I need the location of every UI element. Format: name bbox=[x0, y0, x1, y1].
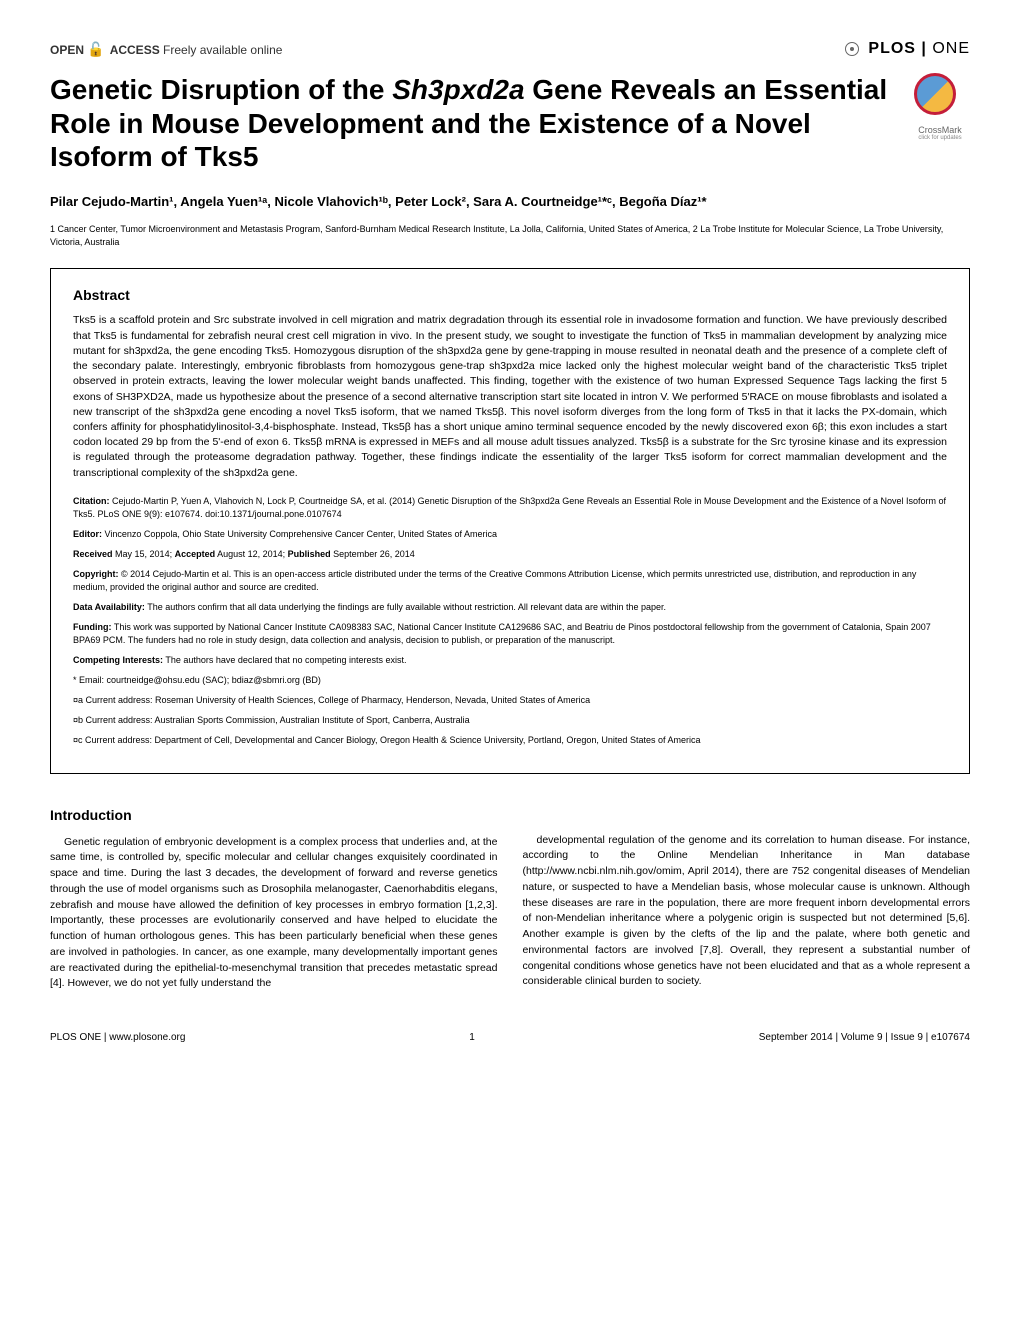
dates-line: Received May 15, 2014; Accepted August 1… bbox=[73, 548, 947, 561]
right-column: developmental regulation of the genome a… bbox=[523, 799, 971, 993]
email-line: * Email: courtneidge@ohsu.edu (SAC); bdi… bbox=[73, 674, 947, 687]
authors-list: Pilar Cejudo-Martin¹, Angela Yuen¹ᵃ, Nic… bbox=[50, 192, 970, 212]
copyright-line: Copyright: © 2014 Cejudo-Martin et al. T… bbox=[73, 568, 947, 594]
divider: | bbox=[921, 40, 932, 57]
abstract-box: Abstract Tks5 is a scaffold protein and … bbox=[50, 268, 970, 773]
competing-label: Competing Interests: bbox=[73, 655, 163, 665]
funding-text: This work was supported by National Canc… bbox=[73, 622, 931, 645]
footer-right: September 2014 | Volume 9 | Issue 9 | e1… bbox=[759, 1032, 970, 1043]
intro-col1: Genetic regulation of embryonic developm… bbox=[50, 835, 498, 993]
abstract-text: Tks5 is a scaffold protein and Src subst… bbox=[73, 313, 947, 480]
open-text: OPEN bbox=[50, 43, 84, 57]
article-title: Genetic Disruption of the Sh3pxd2a Gene … bbox=[50, 73, 970, 174]
accepted-label: Accepted bbox=[175, 549, 216, 559]
body-columns: Introduction Genetic regulation of embry… bbox=[50, 799, 970, 993]
address-b: ¤b Current address: Australian Sports Co… bbox=[73, 714, 947, 727]
data-availability-line: Data Availability: The authors confirm t… bbox=[73, 601, 947, 614]
received-text: May 15, 2014; bbox=[113, 549, 175, 559]
funding-label: Funding: bbox=[73, 622, 111, 632]
access-text: ACCESS bbox=[110, 43, 160, 57]
published-text: September 26, 2014 bbox=[331, 549, 415, 559]
page-number: 1 bbox=[469, 1032, 475, 1043]
open-access-label: OPEN 🔓 ACCESS Freely available online bbox=[50, 41, 282, 58]
address-c: ¤c Current address: Department of Cell, … bbox=[73, 734, 947, 747]
header: OPEN 🔓 ACCESS Freely available online PL… bbox=[50, 40, 970, 58]
lock-open-icon: 🔓 bbox=[87, 41, 104, 57]
title-part1: Genetic Disruption of the bbox=[50, 74, 392, 105]
crossmark-sub: click for updates bbox=[910, 135, 970, 141]
intro-col2: developmental regulation of the genome a… bbox=[523, 833, 971, 991]
plos-text: PLOS bbox=[868, 40, 916, 57]
freely-text: Freely available online bbox=[163, 43, 282, 57]
editor-label: Editor: bbox=[73, 529, 102, 539]
footer: PLOS ONE | www.plosone.org 1 September 2… bbox=[50, 1032, 970, 1043]
editor-text: Vincenzo Coppola, Ohio State University … bbox=[102, 529, 497, 539]
footer-left: PLOS ONE | www.plosone.org bbox=[50, 1032, 185, 1043]
copyright-text: © 2014 Cejudo-Martin et al. This is an o… bbox=[73, 569, 916, 592]
address-a: ¤a Current address: Roseman University o… bbox=[73, 694, 947, 707]
competing-line: Competing Interests: The authors have de… bbox=[73, 654, 947, 667]
crossmark-badge[interactable]: CrossMark click for updates bbox=[910, 73, 970, 141]
crossmark-icon bbox=[910, 73, 960, 123]
accepted-text: August 12, 2014; bbox=[215, 549, 288, 559]
editor-line: Editor: Vincenzo Coppola, Ohio State Uni… bbox=[73, 528, 947, 541]
competing-text: The authors have declared that no compet… bbox=[163, 655, 406, 665]
citation-label: Citation: bbox=[73, 496, 110, 506]
introduction-heading: Introduction bbox=[50, 807, 498, 823]
plos-circle-icon bbox=[845, 42, 859, 56]
title-italic: Sh3pxd2a bbox=[392, 74, 524, 105]
abstract-heading: Abstract bbox=[73, 287, 947, 303]
citation-line: Citation: Cejudo-Martin P, Yuen A, Vlaho… bbox=[73, 495, 947, 521]
affiliations: 1 Cancer Center, Tumor Microenvironment … bbox=[50, 223, 970, 248]
plos-logo: PLOS | ONE bbox=[845, 40, 970, 58]
data-text: The authors confirm that all data underl… bbox=[145, 602, 666, 612]
data-label: Data Availability: bbox=[73, 602, 145, 612]
received-label: Received bbox=[73, 549, 113, 559]
citation-text: Cejudo-Martin P, Yuen A, Vlahovich N, Lo… bbox=[73, 496, 946, 519]
left-column: Introduction Genetic regulation of embry… bbox=[50, 799, 498, 993]
one-text: ONE bbox=[932, 40, 970, 57]
published-label: Published bbox=[288, 549, 331, 559]
crossmark-label: CrossMark bbox=[910, 125, 970, 135]
funding-line: Funding: This work was supported by Nati… bbox=[73, 621, 947, 647]
copyright-label: Copyright: bbox=[73, 569, 119, 579]
